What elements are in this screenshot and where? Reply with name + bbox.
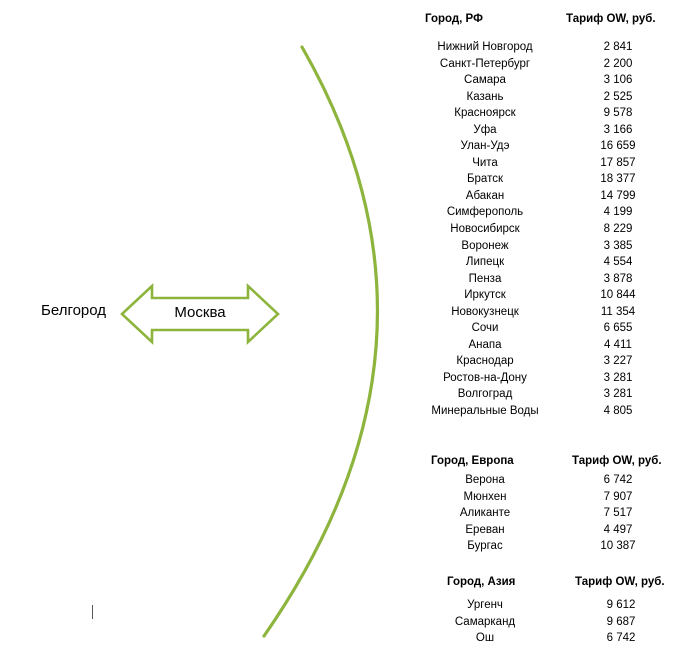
city-cell: Казань bbox=[466, 90, 504, 103]
price-cell: 3 227 bbox=[603, 355, 633, 368]
price-cell: 6 742 bbox=[606, 632, 636, 645]
city-cell: Ереван bbox=[465, 523, 505, 536]
header-price: Тариф OW, руб. bbox=[572, 455, 662, 467]
city-cell: Нижний Новгород bbox=[437, 41, 533, 53]
city-cell: Санкт-Петербург bbox=[439, 57, 531, 70]
price-cell: 16 659 bbox=[600, 140, 636, 153]
city-cell: Липецк bbox=[465, 256, 505, 269]
city-cell: Абакан bbox=[465, 189, 505, 202]
city-cell: Мюнхен bbox=[463, 490, 507, 503]
text-cursor bbox=[92, 605, 93, 619]
city-cell: Самарканд bbox=[454, 615, 516, 628]
price-cell: 3 281 bbox=[603, 371, 633, 384]
origin-city-label: Белгород bbox=[41, 302, 107, 319]
header-city: Город, Азия bbox=[447, 576, 516, 588]
price-cell: 4 199 bbox=[603, 206, 633, 219]
city-cell: Братск bbox=[466, 173, 503, 186]
city-cell: Аликанте bbox=[459, 507, 511, 520]
city-cell: Минеральные Воды bbox=[431, 405, 539, 418]
arc-line bbox=[262, 45, 380, 638]
price-cell: 6 655 bbox=[603, 322, 633, 335]
header-price: Тариф OW, руб. bbox=[575, 576, 665, 588]
price-cell: 9 578 bbox=[603, 107, 633, 120]
header-city: Город, Европа bbox=[431, 455, 514, 467]
price-cell: 8 229 bbox=[603, 223, 633, 236]
price-cell: 2 525 bbox=[603, 90, 633, 103]
price-cell: 6 742 bbox=[603, 474, 633, 486]
city-cell: Самара bbox=[464, 74, 506, 87]
price-cell: 2 200 bbox=[603, 57, 633, 70]
city-cell: Воронеж bbox=[461, 239, 509, 252]
price-cell: 4 805 bbox=[603, 405, 633, 418]
price-cell: 7 907 bbox=[603, 490, 633, 503]
city-cell: Верона bbox=[465, 474, 505, 486]
city-cell: Краснодар bbox=[456, 355, 514, 368]
city-cell: Красноярск bbox=[454, 107, 516, 120]
price-cell: 17 857 bbox=[600, 156, 636, 169]
price-cell: 3 878 bbox=[603, 272, 633, 285]
header-price: Тариф OW, руб. bbox=[566, 13, 656, 25]
city-cell: Улан-Удэ bbox=[460, 140, 510, 153]
price-cell: 9 612 bbox=[606, 599, 636, 611]
city-cell: Пенза bbox=[468, 272, 502, 285]
price-cell: 11 354 bbox=[600, 305, 636, 318]
price-cell: 10 844 bbox=[600, 289, 636, 302]
double-arrow: Москва bbox=[120, 283, 280, 345]
price-cell: 4 411 bbox=[604, 338, 632, 351]
price-cell: 2 841 bbox=[603, 41, 633, 53]
city-cell: Новокузнецк bbox=[451, 305, 519, 318]
price-cell: 10 387 bbox=[600, 540, 636, 553]
header-city: Город, РФ bbox=[425, 13, 483, 25]
price-cell: 7 517 bbox=[603, 507, 633, 520]
city-cell: Ош bbox=[475, 632, 495, 645]
city-cell: Чита bbox=[472, 156, 498, 169]
city-cell: Бургас bbox=[467, 540, 503, 553]
price-cell: 4 497 bbox=[603, 523, 633, 536]
city-cell: Симферополь bbox=[446, 206, 524, 219]
hub-city-label: Москва bbox=[174, 304, 226, 321]
price-cell: 18 377 bbox=[600, 173, 636, 186]
city-cell: Волгоград bbox=[457, 388, 513, 401]
city-cell: Ургенч bbox=[467, 599, 503, 611]
city-cell: Новосибирск bbox=[450, 223, 520, 236]
price-cell: 3 281 bbox=[603, 388, 633, 401]
city-cell: Уфа bbox=[473, 123, 497, 136]
city-cell: Иркутск bbox=[464, 289, 506, 302]
price-cell: 3 106 bbox=[603, 74, 633, 87]
price-cell: 14 799 bbox=[600, 189, 636, 202]
city-cell: Сочи bbox=[471, 322, 499, 335]
price-cell: 3 385 bbox=[603, 239, 633, 252]
city-cell: Ростов-на-Дону bbox=[443, 371, 527, 384]
price-cell: 3 166 bbox=[603, 123, 633, 136]
price-cell: 9 687 bbox=[606, 615, 636, 628]
price-cell: 4 554 bbox=[603, 256, 633, 269]
double-arrow-icon bbox=[120, 283, 280, 345]
city-cell: Анапа bbox=[468, 338, 502, 351]
